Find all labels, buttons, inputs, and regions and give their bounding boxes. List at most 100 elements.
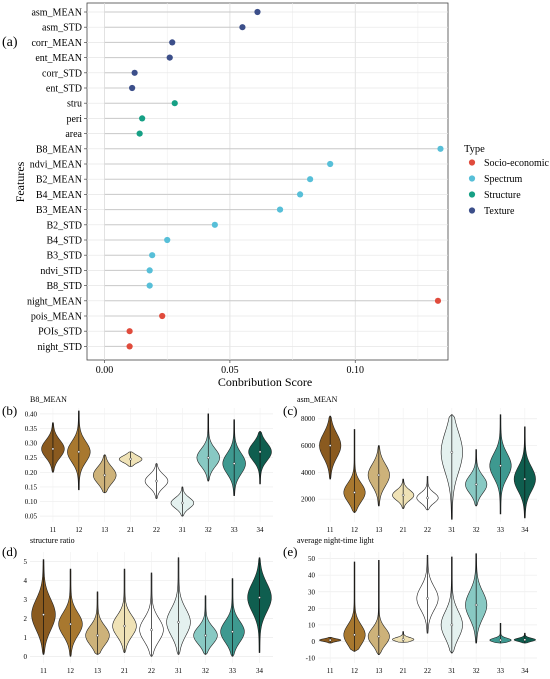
x-tick-label: 11 [327,526,334,534]
feature-label: ent_STD [46,84,82,95]
violin-median-21 [129,457,132,461]
point-ndvi_STD [146,267,153,274]
feature-label: B3_STD [46,251,82,262]
panel-a-tag: (a) [2,35,18,50]
violin-median-31 [177,620,180,624]
violin-median-34 [258,450,262,454]
point-corr_STD [131,69,138,76]
point-peri [139,115,146,122]
y-tick-label: 0.10 [25,498,38,506]
violin-median-32 [474,483,478,486]
violin-median-31 [450,623,454,627]
x-tick-label: 13 [101,526,109,534]
x-tick-label: 13 [375,667,383,675]
violin-median-12 [77,450,81,454]
y-tick-label: 3 [24,596,28,604]
x-tick-label: 33 [497,526,505,534]
feature-label: B4_STD [46,236,82,247]
violin-median-21 [401,493,405,497]
legend-swatch-structure [468,191,476,198]
panel-a-legend: Type Socio-economic Spectrum Structure Text… [464,144,550,217]
x-tick-label: 12 [75,526,83,534]
feature-label: corr_STD [42,68,82,79]
panel-d-x-ticks: 11 12 13 21 22 31 32 33 34 [40,667,263,675]
y-tick-label: 5 [24,558,28,566]
violin-median-21 [123,624,126,628]
feature-label: ndvi_MEAN [30,160,82,171]
panel-e: (e) average night-time light -10 0 10 20 30 4… [283,536,537,675]
panel-d-tag: (d) [2,544,17,559]
point-POIs_STD [126,328,133,335]
feature-label: asm_MEAN [31,8,82,19]
panel-e-tag: (e) [283,544,297,559]
y-tick-label: 2000 [301,496,316,504]
y-tick-label: -10 [306,655,316,663]
x-tick-label: 32 [473,667,481,675]
x-tick-label: 13 [94,667,102,675]
y-tick-label: 0.40 [25,410,38,418]
panel-a-x-axis-label: Conbribution Score [218,375,312,389]
point-B3_MEAN [276,206,284,213]
violin-median-34 [523,477,527,481]
panel-a: (a) asm_MEAN asm_STD corr_MEAN ent_MEANcorr… [2,2,550,389]
feature-label: stru [67,99,82,110]
violin-median-13 [103,473,107,477]
y-tick-label: 0.35 [25,425,38,433]
panel-a-plot-area [86,2,449,361]
violin-median-21 [401,638,405,641]
violin-median-22 [155,479,158,483]
point-corr_MEAN [169,39,176,46]
violin-median-31 [450,450,454,454]
violin-median-34 [258,596,261,599]
violin-median-13 [377,473,381,477]
violin-median-11 [51,447,55,451]
feature-label: night_MEAN [27,296,82,307]
x-tick-label: 34 [256,667,264,675]
point-ndvi_MEAN [327,160,334,168]
violin-median-31 [181,501,184,505]
x-tick-label: 32 [202,667,210,675]
feature-label: night_STD [38,342,82,353]
legend-title: Type [464,144,485,155]
feature-label: corr_MEAN [31,38,82,49]
feature-label: B4_MEAN [36,190,82,201]
x-tick-label: 0.10 [346,365,364,376]
panel-a-feature-labels: asm_MEAN asm_STD corr_MEAN ent_MEAN corr_STD… [27,8,87,353]
violin-median-32 [474,603,478,607]
panel-a-x-ticks: 0.00 0.05 0.10 [96,360,364,376]
panel-a-points [126,8,444,350]
x-tick-label: 11 [40,667,47,675]
y-tick-label: 1 [24,634,28,642]
panel-c-y-ticks: 2000 4000 6000 8000 [301,415,316,503]
panel-b-title: B8_MEAN [30,395,67,404]
violin-median-33 [499,638,502,642]
legend-label-spectrum: Spectrum [484,174,523,185]
panel-e-x-ticks: 11 12 13 21 22 31 32 33 34 [327,667,529,675]
x-tick-label: 11 [327,667,334,675]
point-B8_MEAN [437,145,444,152]
violin-median-22 [150,628,153,632]
x-tick-label: 34 [521,667,529,675]
y-tick-label: 0 [24,653,28,661]
x-tick-label: 12 [351,526,359,534]
y-tick-label: 30 [308,588,316,596]
point-asm_MEAN [254,8,261,16]
panel-b: (b) B8_MEAN 0.05 0.10 0.15 0.20 0.25 0.30 0.35… [2,395,273,534]
point-B4_STD [164,236,171,244]
x-tick-label: 22 [424,526,432,534]
violin-median-12 [353,633,356,637]
x-tick-label: 21 [400,667,408,675]
panel-c-x-ticks: 11 12 13 21 22 31 32 33 34 [327,526,529,534]
x-tick-label: 21 [121,667,129,675]
x-tick-label: 0.05 [221,365,239,376]
panel-e-title: average night-time light [297,536,375,545]
feature-label: B2_MEAN [36,175,82,186]
panel-a-stems [104,11,441,347]
y-tick-label: 0 [312,638,316,646]
feature-label: POIs_STD [38,327,82,338]
point-pois_MEAN [159,312,166,320]
legend-label-texture: Texture [484,206,515,217]
violin-median-22 [426,597,429,600]
x-tick-label: 21 [400,526,408,534]
